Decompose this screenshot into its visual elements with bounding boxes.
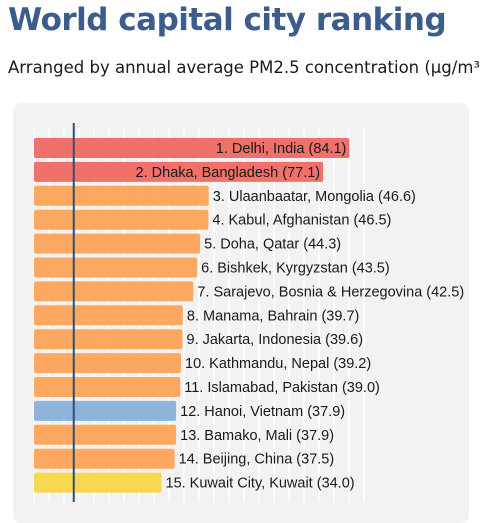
chart-title: World capital city ranking bbox=[8, 2, 447, 38]
bar-label: 5. Doha, Qatar (44.3) bbox=[204, 237, 341, 253]
bar bbox=[34, 138, 350, 158]
bar bbox=[34, 281, 194, 302]
bar-label: 11. Islamabad, Pakistan (39.0) bbox=[184, 380, 380, 396]
bar bbox=[34, 209, 209, 230]
chart-bars: 1. Delhi, India (84.1) 2. Dhaka, Banglade… bbox=[34, 138, 464, 493]
bar bbox=[34, 185, 209, 206]
bar bbox=[34, 329, 183, 350]
bar-label: 1. Delhi, India (84.1) bbox=[216, 141, 347, 157]
bar-label: 13. Bamako, Mali (37.9) bbox=[180, 428, 334, 444]
bar-label: 14. Beijing, China (37.5) bbox=[179, 452, 335, 468]
bar bbox=[34, 233, 201, 254]
bar bbox=[34, 448, 175, 469]
bar bbox=[34, 377, 181, 397]
bar-chart: 1. Delhi, India (84.1) 2. Dhaka, Banglade… bbox=[33, 123, 464, 502]
bar-label: 7. Sarajevo, Bosnia & Herzegovina (42.5) bbox=[197, 284, 464, 300]
bar bbox=[34, 353, 181, 374]
bar-label: 6. Bishkek, Kyrgyzstan (43.5) bbox=[201, 261, 390, 277]
bar-label: 9. Jakarta, Indonesia (39.6) bbox=[187, 332, 364, 348]
bar-label: 10. Kathmandu, Nepal (39.2) bbox=[185, 356, 371, 372]
bar bbox=[34, 400, 177, 421]
bar-label: 4. Kabul, Afghanistan (46.5) bbox=[212, 213, 391, 229]
bar bbox=[34, 161, 324, 182]
bar bbox=[34, 257, 198, 278]
bar bbox=[34, 305, 183, 326]
bar-label: 8. Manama, Bahrain (39.7) bbox=[187, 308, 359, 324]
bar-label: 2. Dhaka, Bangladesh (77.1) bbox=[136, 165, 321, 181]
bar bbox=[34, 424, 177, 445]
bar-label: 3. Ulaanbaatar, Mongolia (46.6) bbox=[213, 189, 416, 205]
chart-subtitle: Arranged by annual average PM2.5 concent… bbox=[8, 58, 480, 77]
bar bbox=[34, 472, 162, 493]
bar-label: 12. Hanoi, Vietnam (37.9) bbox=[180, 404, 345, 420]
bar-label: 15. Kuwait City, Kuwait (34.0) bbox=[166, 476, 355, 492]
